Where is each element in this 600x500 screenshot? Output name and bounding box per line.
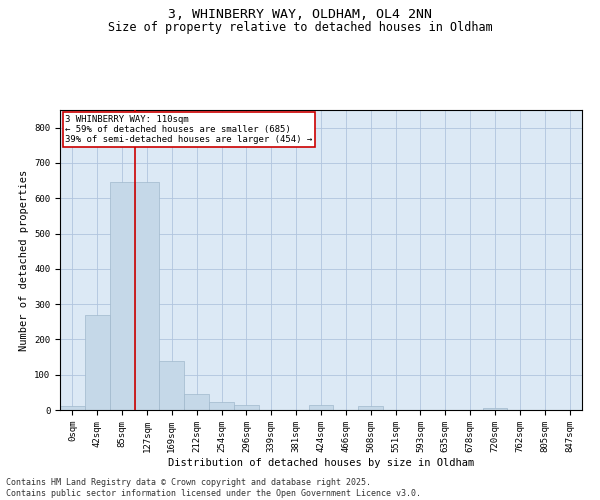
Bar	[358, 406, 383, 410]
Bar	[110, 182, 134, 410]
Text: Contains HM Land Registry data © Crown copyright and database right 2025.
Contai: Contains HM Land Registry data © Crown c…	[6, 478, 421, 498]
Bar	[134, 182, 160, 410]
Text: 3 WHINBERRY WAY: 110sqm
← 59% of detached houses are smaller (685)
39% of semi-d: 3 WHINBERRY WAY: 110sqm ← 59% of detache…	[65, 114, 313, 144]
Bar	[184, 394, 209, 410]
X-axis label: Distribution of detached houses by size in Oldham: Distribution of detached houses by size …	[168, 458, 474, 468]
Bar	[234, 404, 259, 410]
Bar	[160, 360, 184, 410]
Bar	[482, 408, 508, 410]
Text: Size of property relative to detached houses in Oldham: Size of property relative to detached ho…	[107, 21, 493, 34]
Bar	[85, 314, 110, 410]
Bar	[60, 406, 85, 410]
Y-axis label: Number of detached properties: Number of detached properties	[19, 170, 29, 350]
Bar	[308, 405, 334, 410]
Text: 3, WHINBERRY WAY, OLDHAM, OL4 2NN: 3, WHINBERRY WAY, OLDHAM, OL4 2NN	[168, 8, 432, 20]
Bar	[209, 402, 234, 410]
